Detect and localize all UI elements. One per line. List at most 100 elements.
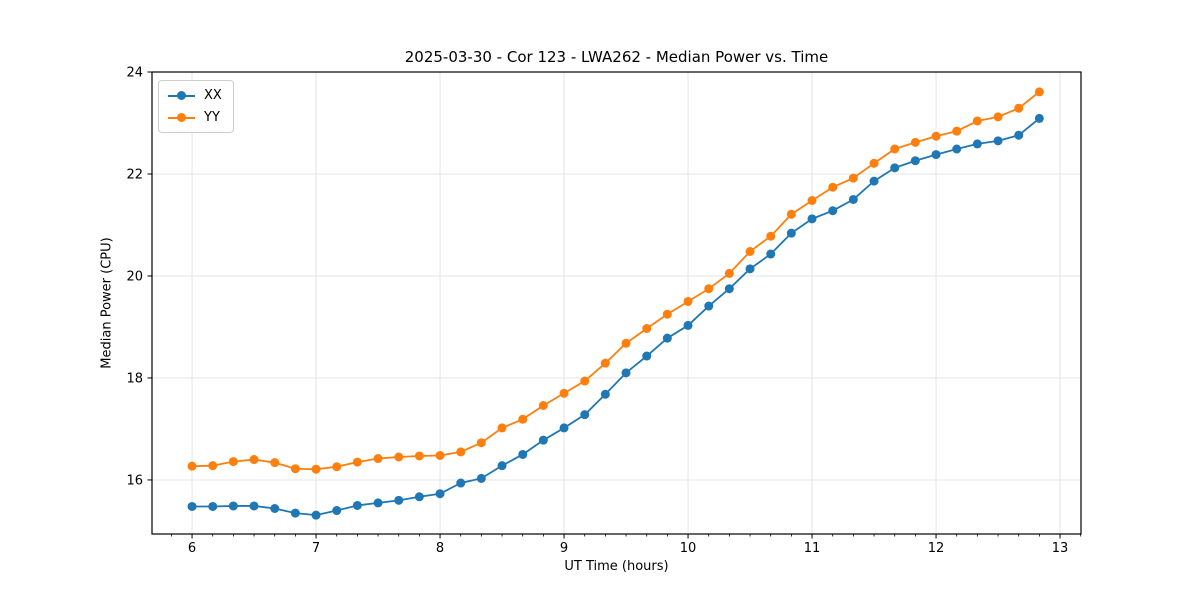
data-point-yy [538, 400, 548, 410]
data-point-xx [1014, 130, 1024, 140]
legend-line-marker-icon [168, 113, 195, 122]
x-tick-label: 11 [804, 541, 821, 556]
data-point-yy [435, 450, 445, 460]
legend: XX YY [158, 80, 234, 133]
data-point-xx [828, 206, 838, 216]
data-point-xx [807, 214, 817, 224]
data-point-xx [848, 194, 858, 204]
data-point-yy [828, 182, 838, 192]
data-point-yy [704, 284, 714, 294]
data-point-yy [642, 323, 652, 333]
data-point-yy [1014, 103, 1024, 113]
data-point-yy [662, 309, 672, 319]
data-point-xx [435, 489, 445, 499]
data-point-xx [869, 176, 879, 186]
data-point-yy [993, 112, 1003, 122]
data-point-yy [208, 461, 218, 471]
x-tick-label: 10 [680, 541, 697, 556]
data-point-xx [456, 478, 466, 488]
data-point-xx [476, 473, 486, 483]
legend-label: YY [204, 110, 220, 125]
data-point-xx [910, 156, 920, 166]
data-point-xx [290, 508, 300, 518]
data-point-xx [600, 389, 610, 399]
data-point-xx [518, 449, 528, 459]
data-point-yy [910, 137, 920, 147]
data-point-yy [270, 458, 280, 468]
chart-title: 2025-03-30 - Cor 123 - LWA262 - Median P… [404, 48, 829, 66]
series-xx-line [192, 117, 1040, 517]
data-point-yy [290, 464, 300, 474]
data-point-yy [869, 158, 879, 168]
data-point-yy [683, 296, 693, 306]
data-point-xx [704, 301, 714, 311]
data-point-yy [476, 438, 486, 448]
data-point-xx [786, 228, 796, 238]
axes-frame [151, 71, 1082, 535]
data-point-xx [538, 435, 548, 445]
data-point-yy [311, 464, 321, 474]
data-point-yy [228, 457, 238, 467]
data-point-xx [187, 501, 197, 511]
data-point-xx [373, 498, 383, 508]
legend-item-yy: YY [168, 109, 222, 126]
data-point-yy [972, 116, 982, 126]
x-tick-label: 6 [188, 541, 196, 556]
data-point-yy [1034, 87, 1044, 97]
data-point-yy [187, 461, 197, 471]
data-point-yy [518, 414, 528, 424]
x-tick-label: 12 [928, 541, 945, 556]
data-point-xx [311, 510, 321, 520]
data-point-yy [890, 144, 900, 154]
y-tick-label: 22 [126, 167, 143, 182]
data-point-xx [766, 249, 776, 259]
x-tick-label: 9 [560, 541, 568, 556]
data-point-xx [621, 368, 631, 378]
y-tick-label: 18 [126, 371, 143, 386]
x-tick-label: 7 [312, 541, 320, 556]
data-point-xx [352, 500, 362, 510]
data-point-xx [1034, 113, 1044, 123]
data-point-yy [786, 209, 796, 219]
legend-line-marker-icon [168, 91, 195, 100]
data-point-xx [662, 333, 672, 343]
data-point-yy [456, 447, 466, 457]
data-point-xx [414, 492, 424, 502]
y-tick-label: 16 [126, 473, 143, 488]
x-tick-label: 13 [1052, 541, 1069, 556]
data-point-yy [621, 338, 631, 348]
y-axis-label-text: Median Power (CPU) [99, 237, 115, 369]
data-point-yy [807, 196, 817, 206]
data-point-yy [724, 268, 734, 278]
y-tick-label: 24 [126, 66, 143, 81]
data-point-yy [600, 358, 610, 368]
y-tick-label: 20 [126, 269, 143, 284]
data-point-yy [249, 455, 259, 465]
data-point-xx [208, 501, 218, 511]
data-point-xx [249, 501, 259, 511]
data-point-xx [580, 410, 590, 420]
data-point-xx [270, 504, 280, 514]
data-point-xx [642, 351, 652, 361]
data-point-xx [559, 423, 569, 433]
data-point-yy [373, 454, 383, 464]
data-point-yy [394, 452, 404, 462]
data-point-yy [559, 388, 569, 398]
data-point-yy [580, 376, 590, 386]
legend-label: XX [204, 88, 222, 103]
data-point-yy [931, 131, 941, 141]
data-point-yy [848, 173, 858, 183]
legend-item-xx: XX [168, 87, 222, 104]
data-point-xx [394, 495, 404, 505]
data-point-xx [972, 139, 982, 149]
data-point-xx [683, 320, 693, 330]
data-point-xx [497, 461, 507, 471]
data-point-xx [993, 136, 1003, 146]
data-point-yy [352, 457, 362, 467]
data-point-xx [228, 501, 238, 511]
series-yy-line [192, 91, 1040, 471]
data-point-yy [497, 423, 507, 433]
data-point-xx [890, 163, 900, 173]
